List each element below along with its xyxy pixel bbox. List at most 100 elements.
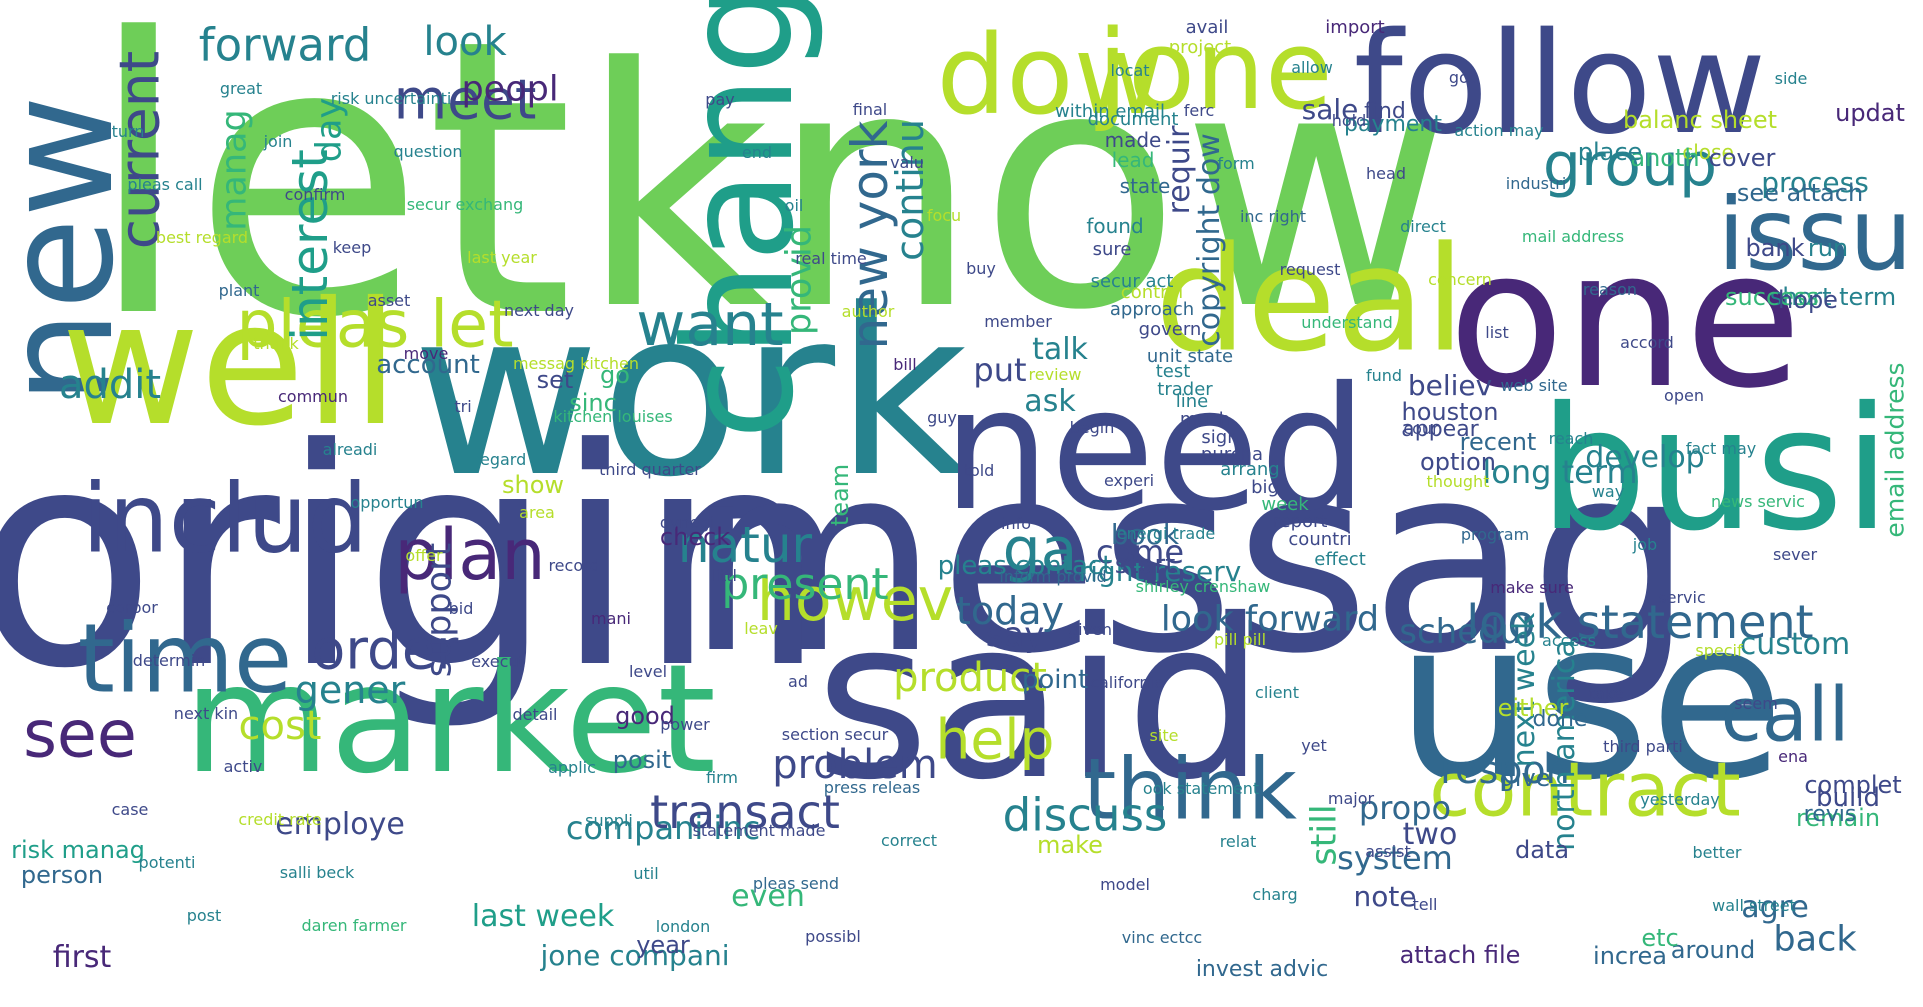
word-dow: dow [936,11,1164,139]
word-access: access [1542,631,1596,650]
word-web-site: web site [1500,376,1568,395]
word-alreadi: alreadi [322,440,378,459]
word-big: big [1251,477,1279,498]
word-experi: experi [1103,471,1155,490]
word-area: area [519,503,555,522]
word-power: power [660,715,710,734]
word-form: form [1217,154,1255,173]
word-specif: specif [1695,641,1743,660]
word-question: question [393,142,463,161]
word-dynegi: dynegi [659,513,715,532]
word-action-may: action may [1454,121,1544,140]
word-within-email: within email [1055,101,1165,122]
word-hope: hope [1778,286,1838,314]
word-time: time [77,604,293,715]
word-statement-made: statement made [692,821,826,840]
word-confirm: confirm [284,185,346,204]
word-case: case [111,800,149,819]
word-jone-compani: jone compani [540,939,730,972]
word-plan: plan [394,514,546,596]
word-better: better [1692,843,1742,862]
word-seem: seem [1734,694,1778,713]
word-show: show [501,471,565,499]
word-present: present [721,559,889,610]
word-countri: countri [1288,529,1352,550]
word-account: account [376,350,480,380]
word-first: first [52,940,112,975]
word-compani-inc: compani inc [565,809,761,847]
word-right-reserv: right reserv [1078,555,1242,588]
word-third-parti: third parti [1603,737,1683,756]
word-team: team [826,463,854,527]
word-accord: accord [1620,333,1674,352]
word-avail: avail [1185,17,1229,38]
word-call: call [1720,670,1850,759]
word-inform-provid: inform provid [999,567,1107,586]
word-sinc: sinc [569,389,617,417]
word-commun: commun [277,387,349,406]
word-work: work [411,261,969,528]
word-state: state [1119,174,1171,198]
word-ena: ena [1778,747,1808,766]
word-find: find [1364,99,1406,124]
word-asset: asset [367,291,411,310]
word-gener: gener [294,668,406,712]
word-look-forward: look forward [1160,599,1380,640]
word-program: program [1460,525,1530,544]
word-still: still [1304,804,1345,866]
word-put: put [973,351,1027,389]
word-revis: revis [1803,802,1857,827]
word-origin: origin [0,385,828,734]
word-mail-address: mail address [1521,227,1625,246]
word-ook-statement: ook statement [1142,779,1260,798]
word-contract: contract [1429,745,1741,834]
word-jone: jone [1097,6,1333,134]
word-way: way [1591,482,1625,501]
word-custom: custom [1739,627,1851,662]
word-charg: charg [1252,885,1298,904]
word-take: take [1588,684,1624,703]
word-final: final [852,100,888,119]
word-news-servic: news servic [1711,492,1805,511]
word-post: post [186,906,222,925]
word-process: process [1761,166,1869,199]
word-make-sure: make sure [1490,578,1574,597]
word-make: make [1037,831,1103,859]
word-complet: complet [1804,771,1902,799]
word-real-time: real time [795,249,867,268]
word-corpor: corpor [106,598,158,617]
word-regard: regard [473,450,527,469]
word-sign: sign [1201,427,1239,448]
word-locat: locat [1110,61,1150,80]
word-check: check [659,523,731,551]
word-know: know [578,0,1452,382]
word-credit-rate: credit rate [238,810,322,829]
word-chang: chang [653,0,827,440]
word-util: util [633,864,659,883]
word-need: need [942,351,1368,549]
word-either: either [1497,694,1569,722]
word-close: close [1682,140,1734,164]
word-week: week [1261,494,1309,515]
word-thought: thought [1426,472,1490,491]
word-think: think [1083,740,1297,840]
word-pay: pay [705,90,735,109]
word-concern: concern [1428,270,1492,289]
word-north-america: north america [1547,639,1582,851]
word-buy: buy [966,259,996,278]
word-good: good [615,702,675,730]
word-inc-right: inc right [1239,207,1307,226]
word-california: california [1090,673,1164,692]
word-want: want [636,290,784,360]
word-reason: reason [1582,280,1638,299]
word-thank: thank [253,334,299,353]
word-talk: talk [1032,332,1088,367]
word-govern: govern [1138,319,1202,340]
word-industri: industri [1505,174,1567,193]
word-go: go [600,361,630,389]
word-energi-trade: energi trade [1116,524,1216,543]
word-level: level [628,662,668,681]
word-invest-advic: invest advic [1195,957,1329,982]
word-remain: remain [1795,804,1881,832]
word-success: success [1725,283,1819,311]
